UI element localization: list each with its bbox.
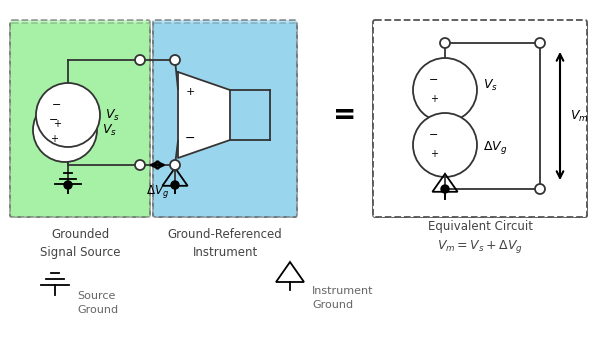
Text: $V_m = V_s + \Delta V_g$: $V_m = V_s + \Delta V_g$ <box>437 238 523 255</box>
Circle shape <box>135 55 145 65</box>
Text: Instrument
Ground: Instrument Ground <box>312 286 373 310</box>
Text: +: + <box>185 87 194 97</box>
Circle shape <box>170 160 180 170</box>
Text: +: + <box>53 119 61 129</box>
Circle shape <box>64 181 72 189</box>
Text: +: + <box>430 149 438 159</box>
Text: +: + <box>430 94 438 104</box>
Circle shape <box>33 98 97 162</box>
Text: −: − <box>429 75 439 85</box>
Text: +: + <box>50 134 58 144</box>
Circle shape <box>440 38 450 48</box>
FancyBboxPatch shape <box>153 20 297 217</box>
FancyBboxPatch shape <box>10 20 150 217</box>
Circle shape <box>171 181 179 189</box>
Text: $\Delta V_g$: $\Delta V_g$ <box>146 183 169 200</box>
Text: $V_s$: $V_s$ <box>483 77 498 93</box>
FancyBboxPatch shape <box>153 23 297 217</box>
Text: $V_s$: $V_s$ <box>102 122 117 137</box>
Text: $\Delta V_g$: $\Delta V_g$ <box>483 139 508 156</box>
Circle shape <box>535 184 545 194</box>
Text: $V_m$: $V_m$ <box>570 108 589 123</box>
Text: Ground-Referenced
Instrument: Ground-Referenced Instrument <box>167 228 283 259</box>
Circle shape <box>413 113 477 177</box>
Text: −: − <box>185 132 195 145</box>
Circle shape <box>170 55 180 65</box>
Text: −: − <box>49 115 58 125</box>
Polygon shape <box>178 72 230 158</box>
Circle shape <box>535 38 545 48</box>
Text: Grounded
Signal Source: Grounded Signal Source <box>40 228 120 259</box>
Circle shape <box>135 160 145 170</box>
Text: =: = <box>334 101 356 129</box>
FancyBboxPatch shape <box>10 23 150 217</box>
FancyBboxPatch shape <box>373 23 587 217</box>
Text: −: − <box>429 130 439 140</box>
Circle shape <box>441 185 449 193</box>
Text: Source
Ground: Source Ground <box>77 291 118 315</box>
Text: Equivalent Circuit: Equivalent Circuit <box>427 220 533 233</box>
Text: −: − <box>52 100 61 110</box>
Text: $V_s$: $V_s$ <box>105 107 120 122</box>
FancyBboxPatch shape <box>373 20 587 217</box>
Circle shape <box>36 83 100 147</box>
Circle shape <box>413 58 477 122</box>
